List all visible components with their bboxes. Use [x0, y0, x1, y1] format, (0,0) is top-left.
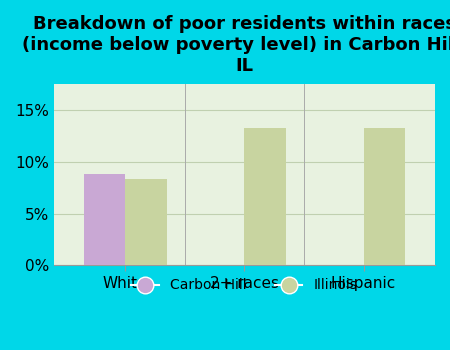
Bar [125, 180, 167, 265]
Bar [84, 174, 125, 265]
Bar [244, 128, 286, 265]
Legend: Carbon Hill, Illinois: Carbon Hill, Illinois [126, 273, 363, 298]
Title: Breakdown of poor residents within races
(income below poverty level) in Carbon : Breakdown of poor residents within races… [22, 15, 450, 75]
Bar [364, 128, 405, 265]
